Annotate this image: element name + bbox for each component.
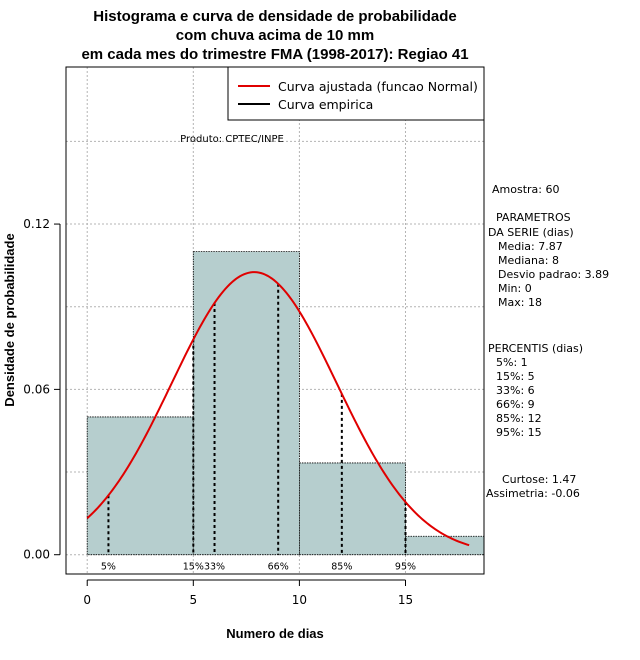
x-tick-label: 10: [292, 593, 307, 607]
sample-size: Amostra: 60: [492, 183, 559, 196]
histogram-bar: [405, 535, 484, 556]
percentil-33: 33%: 6: [496, 384, 535, 397]
histogram-bar: [86, 416, 194, 556]
y-axis-title: Densidade de probabilidade: [2, 233, 17, 406]
percentile-label: 33%: [204, 562, 225, 573]
percentile-label: 85%: [331, 562, 352, 573]
product-annotation: Produto: CPTEC/INPE: [180, 134, 284, 145]
skewness: Assimetria: -0.06: [486, 487, 580, 500]
param-mediana: Mediana: 8: [498, 254, 559, 267]
histogram-bar: [192, 251, 300, 556]
histogram-bars: [86, 251, 484, 556]
normal-fit-curve: [86, 271, 470, 547]
statistics-panel: Amostra: 60 PARAMETROS DA SERIE (dias) M…: [486, 183, 609, 500]
percentil-85: 85%: 12: [496, 412, 542, 425]
legend: Curva ajustada (funcao Normal) Curva emp…: [227, 66, 485, 121]
percentil-66: 66%: 9: [496, 398, 535, 411]
percentis-header: PERCENTIS (dias): [488, 342, 583, 355]
params-header-2: DA SERIE (dias): [488, 226, 574, 239]
percentile-label: 15%: [183, 562, 204, 573]
x-axis-title: Numero de dias: [226, 626, 324, 641]
kurtosis: Curtose: 1.47: [502, 473, 576, 486]
legend-box: [227, 66, 485, 121]
percentile-markers: 5% 15% 33% 66% 85% 95%: [101, 283, 416, 573]
params-header-1: PARAMETROS: [496, 211, 571, 224]
percentile-label: 5%: [101, 562, 116, 573]
y-tick-label: 0.00: [23, 548, 50, 562]
legend-label-normal: Curva ajustada (funcao Normal): [278, 79, 478, 94]
percentile-label: 66%: [268, 562, 289, 573]
y-tick-label: 0.12: [23, 217, 50, 231]
histogram-bar: [299, 462, 406, 556]
percentile-label: 95%: [395, 562, 416, 573]
param-max: Max: 18: [498, 296, 542, 309]
normal-curve-layer: [86, 271, 470, 547]
param-min: Min: 0: [498, 282, 532, 295]
x-tick-label: 5: [189, 593, 197, 607]
chart-title-line-1: Histograma e curva de densidade de proba…: [93, 8, 456, 25]
param-media: Media: 7.87: [498, 240, 563, 253]
legend-label-empirical: Curva empirica: [278, 97, 373, 112]
y-tick-label: 0.06: [23, 382, 50, 396]
percentil-5: 5%: 1: [496, 356, 528, 369]
chart-title-line-3: em cada mes do trimestre FMA (1998-2017)…: [81, 46, 468, 63]
param-desvio: Desvio padrao: 3.89: [498, 268, 609, 281]
axes: 0 5 10 15 0.00 0.06 0.12: [23, 217, 413, 607]
x-tick-label: 15: [398, 593, 413, 607]
x-tick-label: 0: [83, 593, 91, 607]
percentil-15: 15%: 5: [496, 370, 535, 383]
chart-title-line-2: com chuva acima de 10 mm: [176, 27, 374, 44]
percentil-95: 95%: 15: [496, 426, 542, 439]
